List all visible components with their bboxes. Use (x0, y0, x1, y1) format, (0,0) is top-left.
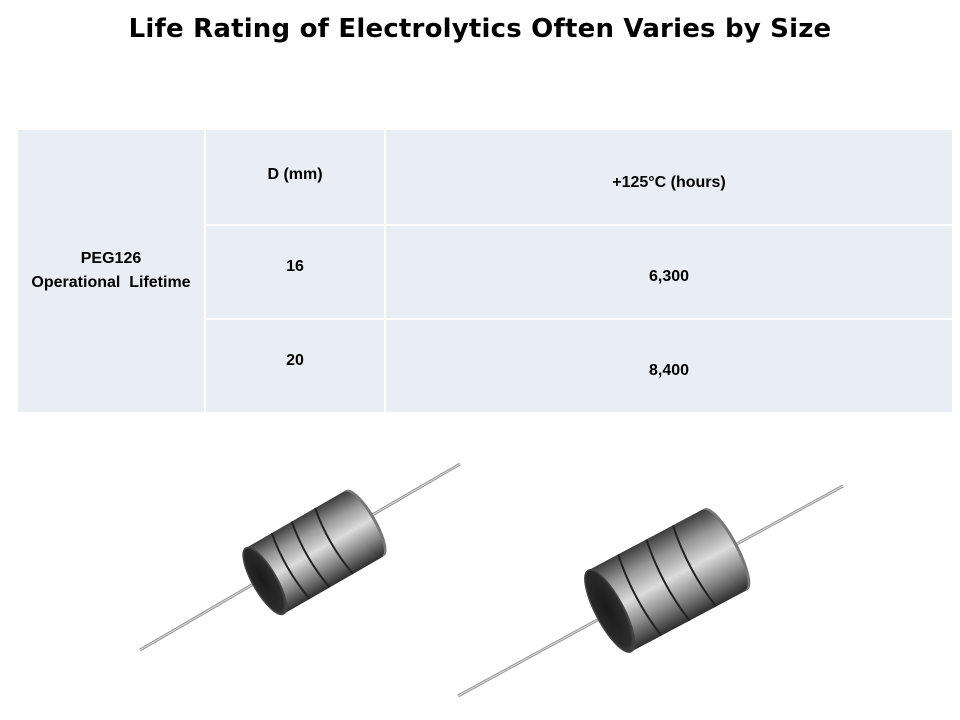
cell-hours: 8,400 (384, 318, 954, 414)
capacitor-16mm-image (139, 462, 461, 652)
table-row: 20 8,400 (17, 318, 954, 414)
row-label-line2: Operational Lifetime (31, 274, 191, 291)
row-label-line1: PEG126 (80, 250, 142, 267)
table-header-row: PEG126 Operational Lifetime D (mm) +125°… (16, 128, 954, 414)
header-hours: +125°C (hours) (384, 128, 954, 226)
lifetime-table: PEG126 Operational Lifetime D (mm) +125°… (16, 128, 954, 414)
cell-d: 16 (204, 224, 386, 320)
capacitor-20mm-image (457, 484, 844, 698)
cell-d: 20 (204, 318, 386, 414)
table-row: 16 6,300 (17, 224, 954, 320)
header-d: D (mm) (204, 128, 386, 226)
cell-hours: 6,300 (384, 224, 954, 320)
slide-title: Life Rating of Electrolytics Often Varie… (128, 14, 832, 44)
capacitor-images (0, 400, 960, 720)
row-label-cell: PEG126 Operational Lifetime (16, 128, 206, 414)
